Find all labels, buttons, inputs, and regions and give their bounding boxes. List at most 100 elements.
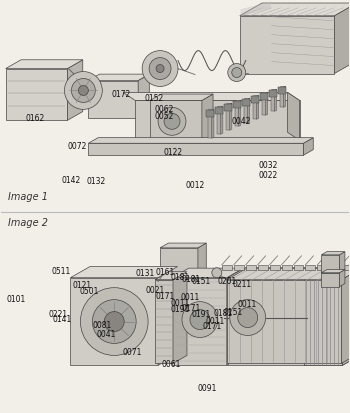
Text: Image 2: Image 2 (8, 218, 48, 228)
Polygon shape (240, 3, 350, 16)
Circle shape (230, 299, 266, 335)
Polygon shape (266, 92, 268, 115)
Polygon shape (227, 268, 244, 366)
Text: 0171: 0171 (155, 292, 174, 301)
Polygon shape (160, 243, 206, 248)
Polygon shape (282, 265, 292, 270)
Polygon shape (228, 267, 326, 278)
Text: 0042: 0042 (231, 117, 251, 126)
Polygon shape (341, 268, 350, 363)
Polygon shape (202, 94, 213, 142)
Polygon shape (227, 268, 350, 280)
Text: 0041: 0041 (97, 330, 116, 339)
Text: 0221: 0221 (49, 310, 68, 319)
Polygon shape (217, 107, 221, 134)
Text: 0501: 0501 (79, 287, 98, 296)
Text: 0022: 0022 (259, 171, 278, 180)
Text: 0021: 0021 (145, 286, 164, 295)
Polygon shape (340, 270, 345, 287)
Polygon shape (253, 95, 259, 97)
Polygon shape (155, 280, 173, 363)
Polygon shape (258, 265, 268, 270)
Polygon shape (304, 266, 350, 278)
Polygon shape (304, 267, 350, 278)
Polygon shape (88, 74, 149, 81)
Text: 0162: 0162 (25, 114, 44, 123)
Polygon shape (88, 81, 138, 119)
Polygon shape (340, 252, 345, 273)
Text: 0091: 0091 (198, 384, 217, 393)
Circle shape (228, 64, 246, 81)
Text: 0151: 0151 (192, 277, 211, 286)
Text: 0081: 0081 (92, 321, 111, 330)
Circle shape (156, 64, 164, 73)
Text: 0072: 0072 (68, 142, 87, 151)
Polygon shape (233, 102, 241, 108)
Text: 0172: 0172 (112, 90, 131, 99)
Polygon shape (227, 280, 341, 363)
Polygon shape (155, 272, 187, 280)
Polygon shape (246, 265, 256, 270)
Polygon shape (150, 94, 213, 100)
Text: 0181: 0181 (182, 275, 201, 284)
Polygon shape (262, 93, 266, 115)
Polygon shape (172, 268, 244, 278)
Polygon shape (251, 97, 259, 103)
Circle shape (142, 51, 178, 86)
Polygon shape (150, 100, 202, 142)
Text: 0101: 0101 (7, 295, 26, 304)
Polygon shape (280, 88, 284, 107)
Polygon shape (215, 107, 223, 114)
Circle shape (71, 78, 95, 102)
Text: 0071: 0071 (123, 348, 142, 357)
Polygon shape (208, 109, 214, 110)
Text: 0181: 0181 (214, 309, 232, 318)
Polygon shape (70, 266, 177, 278)
Polygon shape (228, 278, 307, 366)
Polygon shape (239, 100, 241, 126)
Circle shape (92, 299, 136, 344)
Text: 0131: 0131 (136, 268, 155, 278)
Circle shape (158, 107, 186, 135)
Polygon shape (334, 3, 350, 74)
Polygon shape (288, 93, 300, 140)
Text: 0161: 0161 (155, 268, 174, 277)
Polygon shape (329, 265, 340, 270)
Polygon shape (294, 265, 303, 270)
Polygon shape (172, 278, 227, 366)
Text: 0061: 0061 (161, 361, 181, 369)
Polygon shape (304, 278, 342, 366)
Text: 0181: 0181 (170, 273, 190, 282)
Polygon shape (248, 98, 250, 123)
Polygon shape (275, 89, 277, 112)
Polygon shape (158, 266, 177, 366)
Polygon shape (6, 69, 68, 120)
Text: 0062: 0062 (154, 105, 174, 114)
Text: 0011: 0011 (206, 317, 225, 326)
Polygon shape (303, 138, 313, 155)
Circle shape (232, 68, 242, 78)
Circle shape (182, 301, 218, 337)
Polygon shape (244, 98, 250, 100)
Polygon shape (317, 265, 327, 270)
Circle shape (212, 268, 222, 278)
Polygon shape (262, 92, 268, 93)
Text: 0191: 0191 (192, 310, 211, 319)
Polygon shape (70, 278, 158, 366)
Circle shape (164, 114, 180, 129)
Text: 0171: 0171 (181, 304, 201, 313)
Text: 0171: 0171 (202, 322, 222, 331)
Polygon shape (307, 267, 326, 366)
Text: 0011: 0011 (180, 293, 199, 302)
Polygon shape (88, 138, 313, 143)
Polygon shape (68, 60, 83, 120)
Polygon shape (342, 267, 350, 366)
Polygon shape (321, 270, 345, 273)
Circle shape (78, 85, 88, 95)
Polygon shape (321, 252, 345, 255)
Text: 0152: 0152 (144, 94, 163, 103)
Polygon shape (230, 103, 232, 131)
Text: 0191: 0191 (171, 305, 190, 314)
Circle shape (80, 288, 148, 356)
Text: 0201: 0201 (218, 277, 237, 286)
